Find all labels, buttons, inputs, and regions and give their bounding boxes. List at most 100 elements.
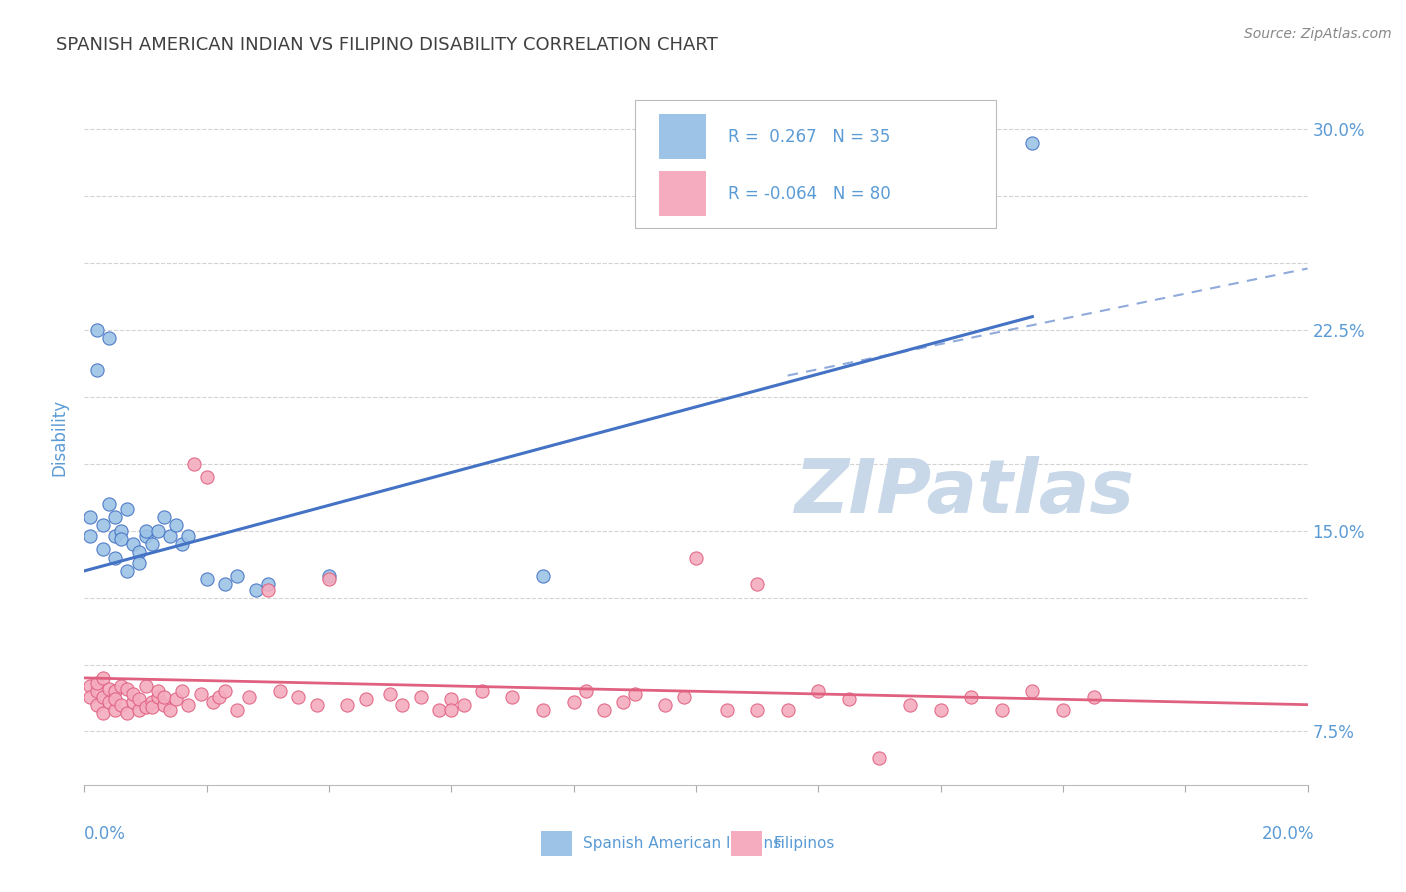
Point: [531, 703, 554, 717]
Point: [141, 700, 163, 714]
Point: [391, 698, 413, 712]
Point: [115, 502, 138, 516]
Point: [135, 700, 157, 714]
Point: [141, 695, 163, 709]
Point: [245, 582, 267, 597]
Point: [104, 550, 127, 565]
Point: [128, 703, 150, 717]
Point: [122, 695, 145, 709]
Point: [159, 703, 181, 717]
Point: [91, 706, 114, 720]
Point: [1052, 703, 1074, 717]
Point: [110, 679, 132, 693]
Point: [153, 698, 176, 712]
Point: [195, 572, 218, 586]
Text: R = -0.064   N = 80: R = -0.064 N = 80: [728, 185, 890, 202]
Text: ZIPatlas: ZIPatlas: [794, 456, 1135, 529]
Point: [104, 692, 127, 706]
Point: [1021, 684, 1043, 698]
Point: [159, 529, 181, 543]
Point: [531, 569, 554, 583]
Point: [172, 684, 194, 698]
Point: [305, 698, 328, 712]
Point: [257, 577, 280, 591]
Point: [97, 331, 120, 345]
Point: [226, 569, 249, 583]
Point: [97, 681, 120, 696]
Text: Spanish American Indians: Spanish American Indians: [583, 837, 782, 851]
Point: [869, 751, 891, 765]
Point: [104, 684, 127, 698]
Point: [141, 537, 163, 551]
Point: [115, 681, 138, 696]
Point: [86, 698, 108, 712]
Point: [128, 556, 150, 570]
Point: [146, 524, 169, 538]
Point: [807, 684, 830, 698]
Point: [440, 703, 463, 717]
Point: [991, 703, 1014, 717]
Point: [79, 510, 101, 524]
Point: [104, 510, 127, 524]
Text: 20.0%: 20.0%: [1263, 825, 1315, 843]
Text: R =  0.267   N = 35: R = 0.267 N = 35: [728, 128, 890, 145]
Point: [195, 470, 218, 484]
Point: [172, 537, 194, 551]
Point: [238, 690, 260, 704]
Point: [226, 703, 249, 717]
Point: [575, 684, 598, 698]
Point: [214, 684, 236, 698]
Point: [115, 706, 138, 720]
Point: [201, 695, 224, 709]
Point: [716, 703, 738, 717]
Point: [471, 684, 494, 698]
Point: [776, 703, 799, 717]
Point: [257, 582, 280, 597]
Point: [960, 690, 983, 704]
Point: [747, 577, 769, 591]
Point: [929, 703, 952, 717]
Point: [654, 698, 676, 712]
Point: [453, 698, 475, 712]
FancyBboxPatch shape: [636, 100, 995, 228]
Point: [747, 703, 769, 717]
Point: [336, 698, 359, 712]
Point: [165, 692, 187, 706]
Bar: [659, 171, 706, 216]
Point: [79, 529, 101, 543]
Point: [104, 529, 127, 543]
Point: [562, 695, 585, 709]
Point: [1083, 690, 1105, 704]
Point: [79, 690, 101, 704]
Text: Source: ZipAtlas.com: Source: ZipAtlas.com: [1244, 27, 1392, 41]
Point: [86, 684, 108, 698]
Point: [1021, 136, 1043, 150]
Point: [183, 457, 205, 471]
Point: [128, 545, 150, 559]
Point: [91, 690, 114, 704]
Point: [269, 684, 291, 698]
Point: [146, 684, 169, 698]
Point: [97, 695, 120, 709]
Bar: [659, 114, 706, 159]
Point: [91, 518, 114, 533]
Point: [153, 690, 176, 704]
Point: [115, 564, 138, 578]
Point: [110, 532, 132, 546]
Point: [208, 690, 231, 704]
Point: [135, 529, 157, 543]
Point: [110, 698, 132, 712]
Point: [86, 363, 108, 377]
Point: [593, 703, 616, 717]
Point: [122, 687, 145, 701]
Point: [135, 524, 157, 538]
Point: [91, 671, 114, 685]
Point: [177, 529, 200, 543]
Point: [502, 690, 524, 704]
Point: [612, 695, 634, 709]
Point: [97, 497, 120, 511]
Point: [287, 690, 309, 704]
Point: [214, 577, 236, 591]
Point: [91, 542, 114, 557]
Point: [165, 518, 187, 533]
